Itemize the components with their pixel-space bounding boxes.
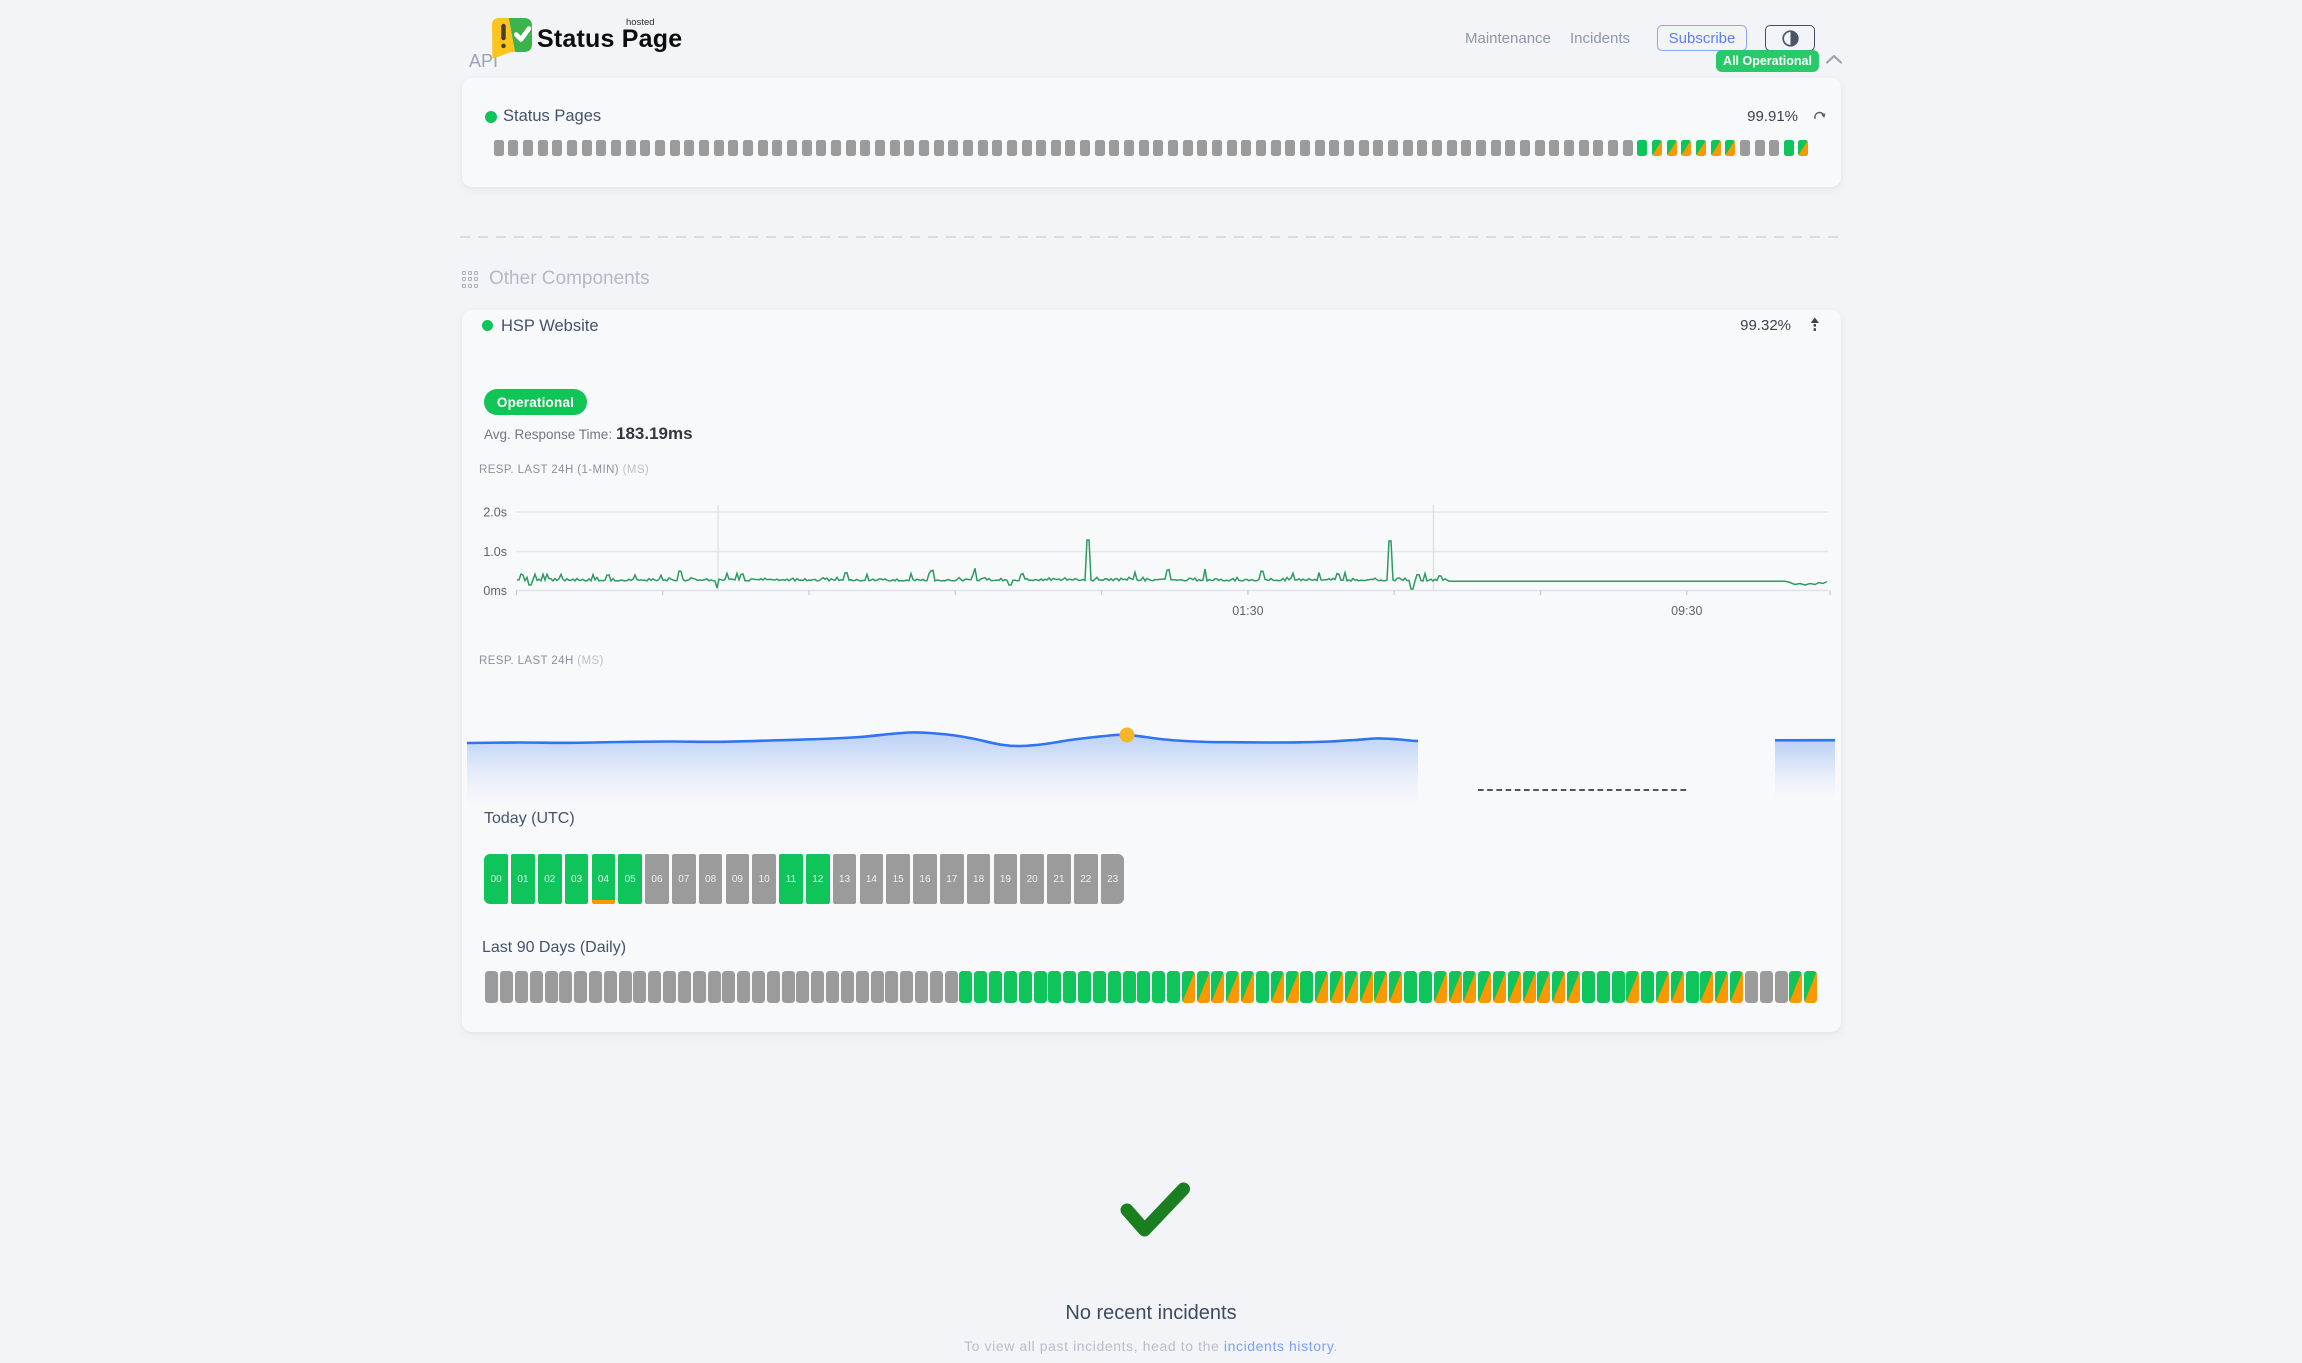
svg-text:09:30: 09:30: [1671, 604, 1702, 618]
svg-text:2.0s: 2.0s: [483, 506, 507, 520]
svg-text:0ms: 0ms: [483, 584, 507, 598]
svg-text:01:30: 01:30: [1232, 604, 1263, 618]
svg-text:1.0s: 1.0s: [483, 545, 507, 559]
